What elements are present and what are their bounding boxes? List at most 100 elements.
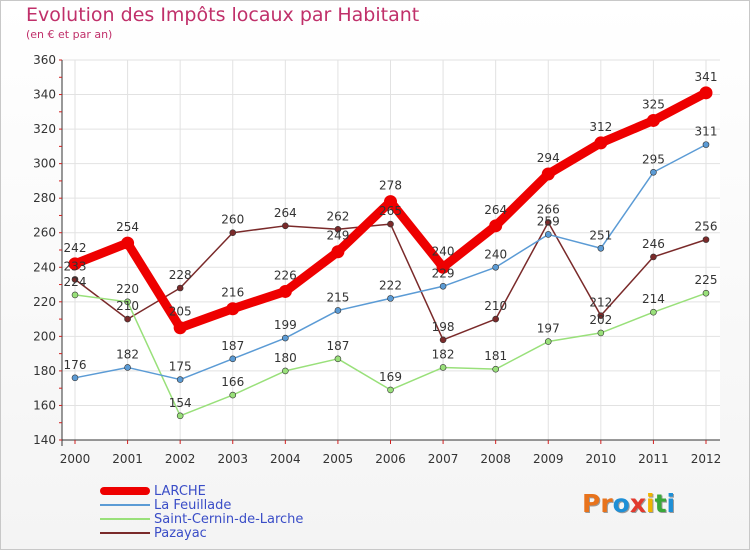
- logo-letter: x: [629, 489, 646, 518]
- data-label: 226: [274, 268, 297, 282]
- data-label: 228: [169, 268, 192, 282]
- data-label: 246: [642, 237, 665, 251]
- legend-swatch-larche: [100, 487, 150, 495]
- data-label: 181: [484, 349, 507, 363]
- data-label: 266: [537, 202, 560, 216]
- data-point: [597, 329, 605, 337]
- data-label: 214: [642, 292, 665, 306]
- y-tick-label: 160: [33, 398, 56, 412]
- data-label: 154: [169, 396, 192, 410]
- data-point: [594, 136, 608, 150]
- data-label: 220: [116, 282, 139, 296]
- x-tick-label: 2012: [691, 452, 722, 466]
- data-label: 182: [116, 347, 139, 361]
- data-label: 264: [484, 203, 507, 217]
- data-label: 202: [589, 313, 612, 327]
- x-tick-label: 2009: [533, 452, 564, 466]
- data-label: 311: [695, 125, 718, 139]
- data-point: [387, 386, 394, 394]
- data-point: [702, 236, 710, 243]
- data-label: 225: [695, 273, 718, 287]
- data-label: 199: [274, 318, 297, 332]
- x-tick-label: 2010: [586, 452, 617, 466]
- legend-label-saint-cernin: Saint-Cernin-de-Larche: [154, 511, 304, 527]
- data-label: 251: [589, 228, 612, 242]
- data-label: 210: [484, 299, 507, 313]
- legend-swatch-pazayac: [100, 532, 150, 534]
- data-label: 169: [379, 370, 402, 384]
- data-point: [226, 302, 240, 316]
- data-label: 312: [589, 120, 612, 134]
- data-label: 264: [274, 206, 297, 220]
- logo-letter: r: [600, 489, 613, 518]
- data-label: 265: [379, 204, 402, 218]
- data-label: 260: [221, 213, 244, 227]
- x-tick-label: 2007: [428, 452, 459, 466]
- data-label: 254: [116, 220, 139, 234]
- data-point: [334, 225, 342, 233]
- y-tick-label: 140: [33, 433, 56, 447]
- y-tick-label: 360: [33, 53, 56, 67]
- data-point: [544, 219, 552, 226]
- data-label: 242: [64, 241, 87, 255]
- data-point: [71, 374, 79, 382]
- x-tick-label: 2003: [217, 452, 248, 466]
- data-label: 215: [326, 290, 349, 304]
- data-label: 212: [589, 296, 612, 310]
- y-tick-label: 320: [33, 122, 56, 136]
- data-label: 197: [537, 322, 560, 336]
- legend-item-pazayac: Pazayac: [100, 526, 303, 541]
- data-label: 187: [326, 339, 349, 353]
- legend-item-la-feuillade: La Feuillade: [100, 498, 303, 513]
- x-tick-label: 2006: [375, 452, 406, 466]
- data-point: [544, 231, 552, 238]
- data-label: 180: [274, 351, 297, 365]
- legend-swatch-saint-cernin: [100, 518, 150, 520]
- data-point: [176, 412, 184, 420]
- data-point: [436, 260, 450, 274]
- data-label: 262: [326, 209, 349, 223]
- logo-letter: t: [654, 489, 667, 518]
- data-point: [173, 321, 187, 335]
- data-point: [331, 245, 345, 259]
- x-tick-label: 2004: [270, 452, 301, 466]
- legend-swatch-la-feuillade: [100, 504, 150, 506]
- x-tick-label: 2000: [60, 452, 91, 466]
- y-tick-label: 200: [33, 329, 56, 343]
- data-label: 256: [695, 220, 718, 234]
- data-point: [124, 298, 131, 306]
- data-label: 224: [64, 275, 87, 289]
- x-tick-label: 2005: [323, 452, 354, 466]
- data-point: [702, 289, 710, 297]
- data-point: [71, 291, 79, 299]
- y-tick-label: 220: [33, 295, 56, 309]
- data-label: 198: [432, 320, 455, 334]
- data-point: [282, 222, 289, 230]
- data-label: 166: [221, 375, 244, 389]
- data-point: [387, 220, 394, 228]
- y-tick-label: 260: [33, 226, 56, 240]
- data-point: [334, 307, 342, 314]
- data-point: [492, 263, 499, 271]
- data-point: [282, 367, 289, 375]
- data-label: 222: [379, 278, 402, 292]
- data-point: [229, 391, 237, 399]
- x-tick-label: 2001: [112, 452, 143, 466]
- data-label: 187: [221, 339, 244, 353]
- legend-label-larche: LARCHE: [154, 483, 206, 499]
- data-point: [702, 141, 710, 148]
- data-label: 216: [221, 286, 244, 300]
- data-point: [229, 355, 237, 363]
- x-tick-label: 2002: [165, 452, 196, 466]
- y-tick-label: 240: [33, 260, 56, 274]
- data-label: 294: [537, 151, 560, 165]
- legend-item-larche: LARCHE: [100, 483, 303, 499]
- data-point: [124, 315, 131, 323]
- data-label: 249: [326, 229, 349, 243]
- data-point: [597, 244, 605, 252]
- legend: LARCHE La Feuillade Saint-Cernin-de-Larc…: [100, 483, 304, 541]
- data-point: [121, 236, 135, 250]
- data-label: 278: [379, 179, 402, 193]
- data-point: [492, 365, 499, 373]
